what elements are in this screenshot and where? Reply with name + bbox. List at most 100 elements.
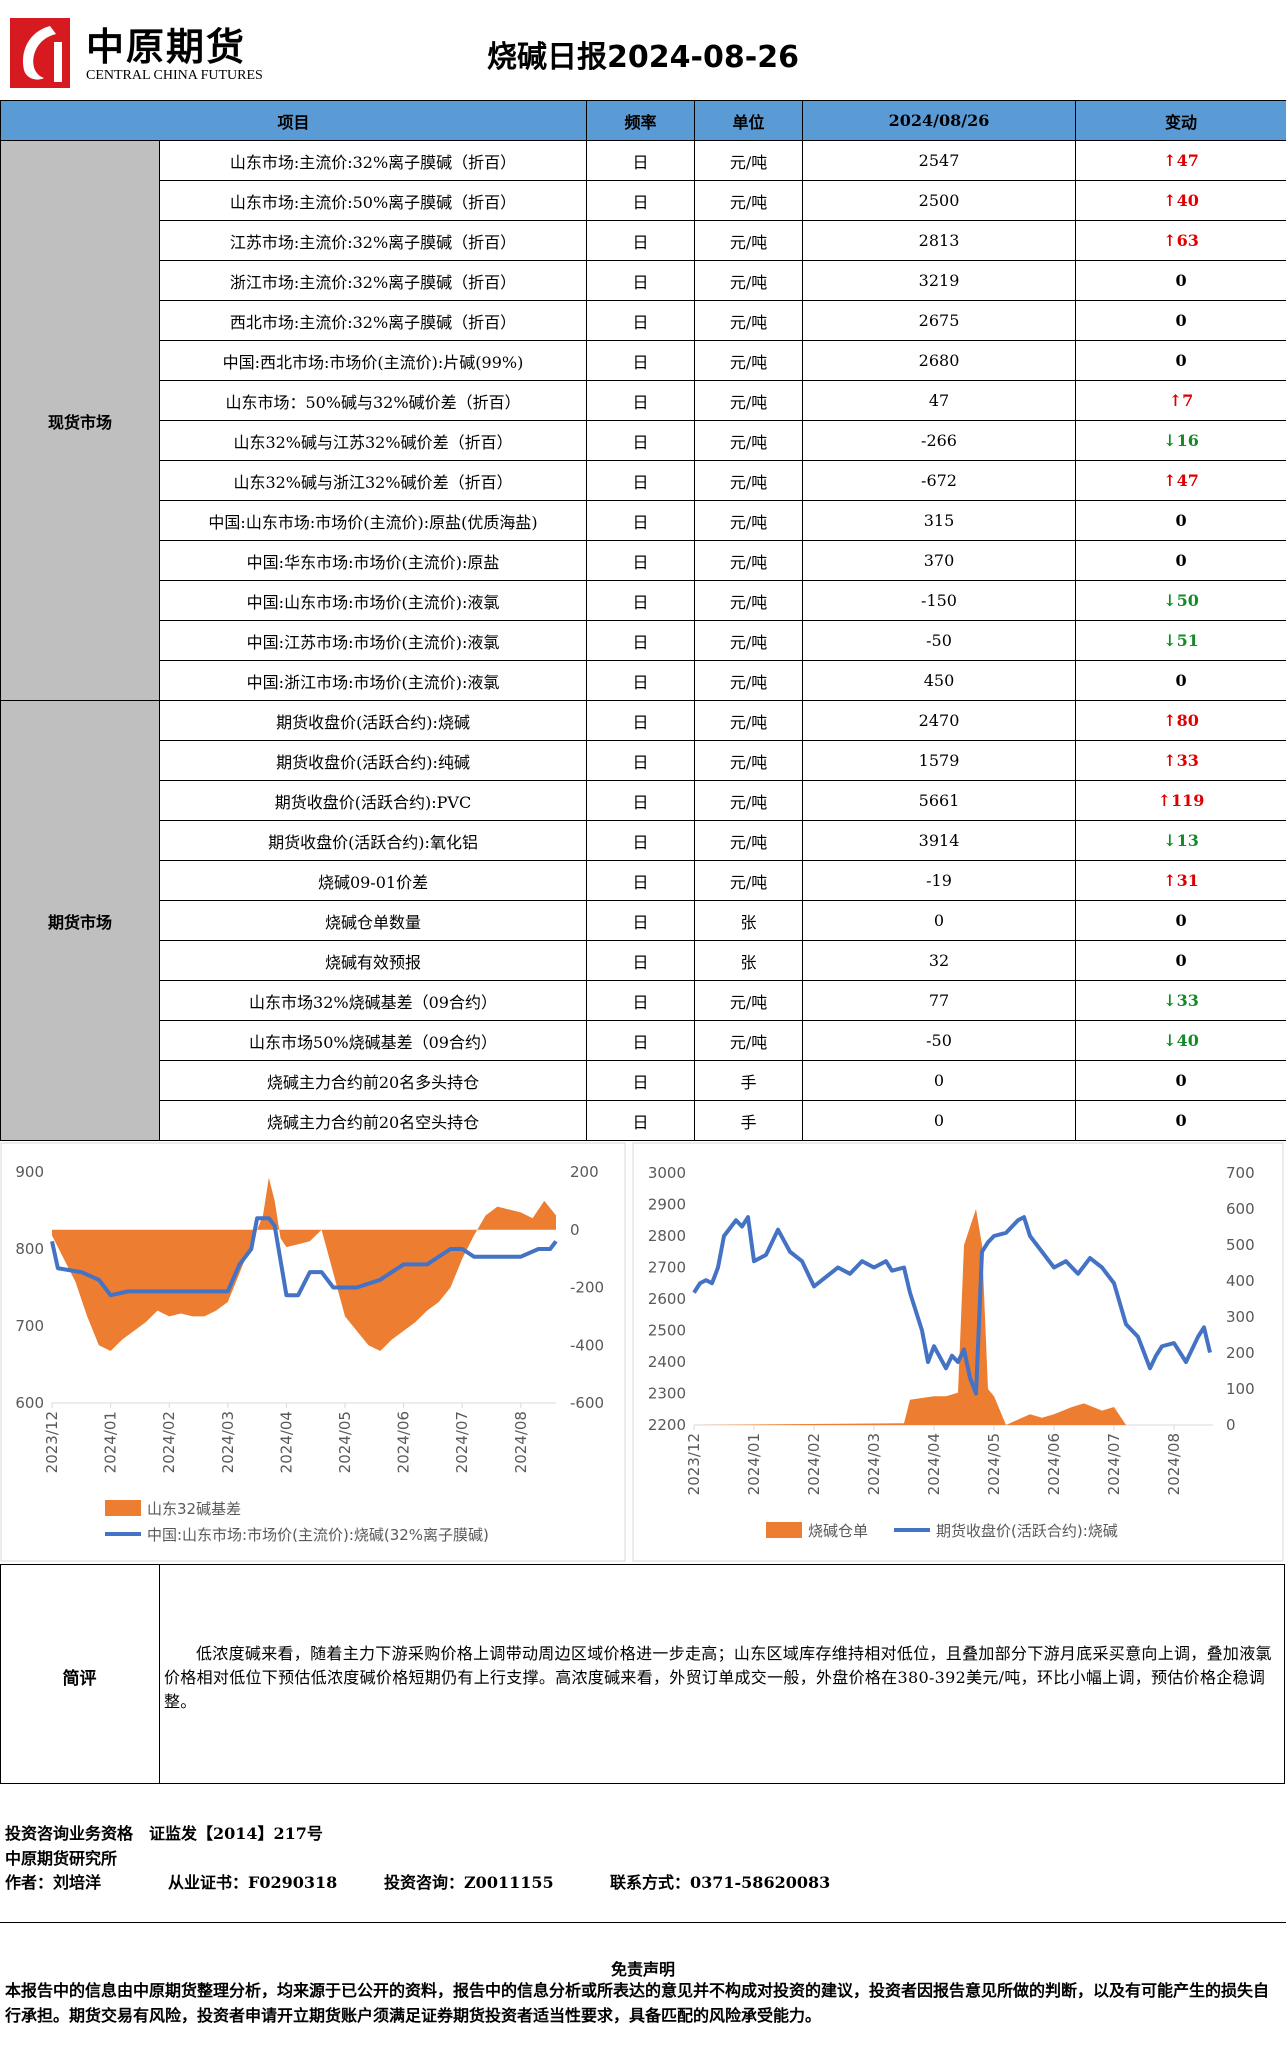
chart-frame <box>0 1142 626 1562</box>
change-arrow: ↑ <box>1163 471 1177 490</box>
legend-label: 期货收盘价(活跃合约):烧碱 <box>936 1522 1118 1540</box>
unit: 元/吨 <box>694 340 804 381</box>
unit: 手 <box>694 1060 804 1101</box>
value: 47 <box>802 380 1077 421</box>
item: 中国:山东市场:市场价(主流价):液氯 <box>158 580 588 621</box>
change-value: 47 <box>1176 151 1199 170</box>
y-tick-label: 3000 <box>648 1164 686 1182</box>
column-header: 变动 <box>1075 100 1286 141</box>
y-tick-label: 2500 <box>648 1322 686 1340</box>
item: 山东32%碱与江苏32%碱价差（折百） <box>158 420 588 461</box>
x-tick-label: 2024/01 <box>745 1433 763 1495</box>
change-value: 7 <box>1182 391 1194 410</box>
change: ↑80 <box>1075 700 1286 741</box>
chart-frame <box>632 1142 1284 1562</box>
change: ↓50 <box>1075 580 1286 621</box>
unit: 元/吨 <box>694 740 804 781</box>
change-arrow: ↑ <box>1157 791 1172 810</box>
change: 0 <box>1075 340 1286 381</box>
frequency: 日 <box>586 220 696 261</box>
unit: 元/吨 <box>694 660 804 701</box>
change-value: 31 <box>1176 871 1199 890</box>
value: 0 <box>802 1060 1077 1101</box>
frequency: 日 <box>586 700 696 741</box>
value: -50 <box>802 620 1077 661</box>
item: 期货收盘价(活跃合约):PVC <box>158 780 588 821</box>
y2-tick-label: 0 <box>570 1221 580 1239</box>
value: 315 <box>802 500 1077 541</box>
item: 浙江市场:主流价:32%离子膜碱（折百） <box>158 260 588 301</box>
unit: 元/吨 <box>694 820 804 861</box>
legend-swatch <box>105 1500 141 1516</box>
y2-tick-label: 600 <box>1226 1200 1255 1218</box>
change: 0 <box>1075 900 1286 941</box>
frequency: 日 <box>586 540 696 581</box>
legend-label: 中国:山东市场:市场价(主流价):烧碱(32%离子膜碱) <box>147 1526 489 1544</box>
change: 0 <box>1075 940 1286 981</box>
change: ↑119 <box>1075 780 1286 821</box>
change: 0 <box>1075 1100 1286 1141</box>
comment-label: 简评 <box>62 1669 97 1689</box>
column-header: 单位 <box>694 100 804 141</box>
y2-tick-label: 400 <box>1226 1272 1255 1290</box>
frequency: 日 <box>586 1100 696 1141</box>
unit: 元/吨 <box>694 700 804 741</box>
value: 2547 <box>802 140 1077 181</box>
x-tick-label: 2024/08 <box>512 1411 530 1473</box>
change-value: 0 <box>1175 351 1187 370</box>
frequency: 日 <box>586 860 696 901</box>
unit: 元/吨 <box>694 300 804 341</box>
frequency: 日 <box>586 1060 696 1101</box>
legend-label: 山东32碱基差 <box>147 1500 241 1518</box>
item: 中国:浙江市场:市场价(主流价):液氯 <box>158 660 588 701</box>
unit: 元/吨 <box>694 860 804 901</box>
change: ↓40 <box>1075 1020 1286 1061</box>
value: -150 <box>802 580 1077 621</box>
change-value: 0 <box>1175 551 1187 570</box>
qualification: 投资咨询业务资格 证监发【2014】217号 <box>5 1824 323 1843</box>
table-row: 中国:山东市场:市场价(主流价):液氯日元/吨 -150 ↓50 <box>1 580 1286 621</box>
y2-tick-label: -200 <box>570 1279 604 1297</box>
table-row: 中国:浙江市场:市场价(主流价):液氯日元/吨 450 0 <box>1 660 1286 701</box>
y-tick-label: 2300 <box>648 1385 686 1403</box>
y2-tick-label: 300 <box>1226 1308 1255 1326</box>
table-row: 山东市场32%烧碱基差（09合约）日元/吨 77 ↓33 <box>1 980 1286 1021</box>
unit: 元/吨 <box>694 380 804 421</box>
change-value: 0 <box>1175 311 1187 330</box>
line <box>692 1215 1212 1396</box>
x-tick-label: 2024/02 <box>160 1411 178 1473</box>
y2-tick-label: 200 <box>570 1163 599 1181</box>
y2-tick-label: 100 <box>1226 1380 1255 1398</box>
table-row: 期货收盘价(活跃合约):PVC 日元/吨 5661 ↑119 <box>1 780 1286 821</box>
change-arrow: ↑ <box>1163 231 1177 250</box>
unit: 元/吨 <box>694 580 804 621</box>
item: 烧碱仓单数量 <box>158 900 588 941</box>
data-table: 项目 频率 单位 2024/08/26 变动 现货市场 山东市场:主流价:32%离子膜碱（折… <box>0 100 1286 1141</box>
change-arrow: ↑ <box>1163 191 1177 210</box>
item: 山东市场:主流价:32%离子膜碱（折百） <box>158 140 588 181</box>
change-arrow: ↓ <box>1163 591 1177 610</box>
change: ↓33 <box>1075 980 1286 1021</box>
x-tick-label: 2024/03 <box>865 1433 883 1495</box>
license: 从业证书：F0290318 <box>168 1873 338 1892</box>
change: ↑63 <box>1075 220 1286 261</box>
disclaimer-text: 本报告中的信息由中原期货整理分析，均来源于已公开的资料，报告中的信息分析或所表达… <box>5 1981 1270 2025</box>
value: 370 <box>802 540 1077 581</box>
table-row: 烧碱09-01价差日元/吨 -19 ↑31 <box>1 860 1286 901</box>
frequency: 日 <box>586 1020 696 1061</box>
unit: 张 <box>694 900 804 941</box>
y2-tick-label: -600 <box>570 1394 604 1412</box>
y2-tick-label: 700 <box>1226 1164 1255 1182</box>
x-tick-label: 2024/07 <box>1105 1433 1123 1495</box>
frequency: 日 <box>586 140 696 181</box>
change-arrow: ↑ <box>1163 151 1177 170</box>
frequency: 日 <box>586 380 696 421</box>
consult: 投资咨询：Z0011155 <box>384 1873 554 1892</box>
frequency: 日 <box>586 780 696 821</box>
unit: 元/吨 <box>694 500 804 541</box>
item: 烧碱主力合约前20名空头持仓 <box>158 1100 588 1141</box>
unit: 元/吨 <box>694 980 804 1021</box>
change: ↓51 <box>1075 620 1286 661</box>
change-arrow: ↑ <box>1168 391 1183 410</box>
section-label: 现货市场 <box>0 140 160 701</box>
